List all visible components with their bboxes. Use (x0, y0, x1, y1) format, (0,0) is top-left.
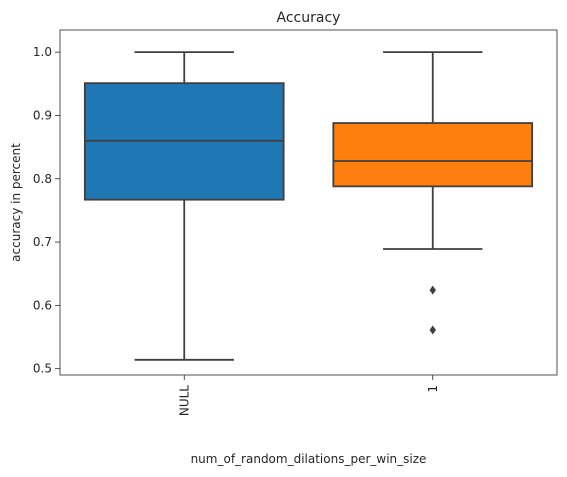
box-group-null (83, 51, 285, 361)
chart-title: Accuracy (277, 10, 341, 26)
outlier-point (429, 325, 436, 335)
x-tick-label: 1 (426, 385, 440, 393)
y-tick-label: 0.5 (33, 362, 52, 376)
y-tick-label: 0.8 (33, 172, 52, 186)
y-tick-label: 0.9 (33, 108, 52, 122)
x-axis-label: num_of_random_dilations_per_win_size (191, 452, 427, 466)
x-ticks: NULL 1 (177, 375, 440, 416)
outlier-point (429, 285, 436, 295)
y-tick-label: 1.0 (33, 45, 52, 59)
box-group-1 (332, 51, 534, 335)
y-tick-label: 0.6 (33, 298, 52, 312)
y-ticks: 0.5 0.6 0.7 0.8 0.9 1.0 (33, 45, 60, 376)
x-tick-label: NULL (177, 385, 191, 416)
y-tick-label: 0.7 (33, 235, 52, 249)
y-axis-label: accuracy in percent (9, 143, 23, 262)
boxes (83, 51, 534, 361)
plot-area (59, 29, 558, 376)
box-iqr (332, 122, 534, 188)
